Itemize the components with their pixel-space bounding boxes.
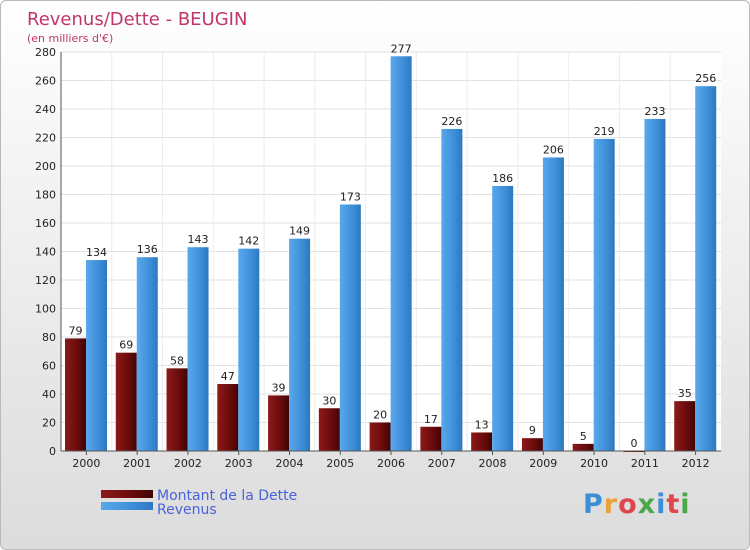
data-label-revenus: 206 (543, 143, 564, 156)
y-tick-label: 0 (49, 445, 56, 458)
proxiti-logo: Proxiti (583, 489, 691, 520)
bar-revenus (390, 56, 412, 452)
y-tick-label: 220 (35, 132, 56, 145)
data-label-revenus: 186 (492, 172, 513, 185)
bar-revenus (441, 128, 463, 451)
data-label-debt: 5 (580, 430, 587, 443)
logo-letter: i (680, 489, 691, 520)
legend-swatch-debt (101, 490, 153, 498)
bar-debt (268, 395, 290, 451)
x-tick-label: 2003 (225, 457, 253, 470)
bar-revenus (86, 260, 107, 451)
bar-debt (115, 352, 137, 451)
x-tick-label: 2005 (326, 457, 354, 470)
bar-debt (217, 384, 239, 451)
x-tick-label: 2011 (631, 457, 659, 470)
bars: 79 134 69 136 58 143 47 142 39 149 30 173 20 277 17 226… (65, 42, 717, 452)
y-tick-label: 280 (35, 46, 56, 59)
legend-label-debt: Montant de la Dette (157, 488, 297, 504)
legend-swatch-revenus (101, 502, 153, 510)
data-label-debt: 9 (529, 424, 536, 437)
bar-revenus (542, 157, 564, 451)
axes: 0204060801001201401601802002202402602802… (35, 46, 721, 470)
chart-title: Revenus/Dette - BEUGIN (27, 9, 247, 30)
data-label-debt: 39 (272, 381, 286, 394)
bar-revenus (695, 86, 717, 451)
x-tick-label: 2001 (123, 457, 151, 470)
bar-revenus (187, 247, 209, 451)
x-tick-label: 2009 (529, 457, 557, 470)
data-label-revenus: 173 (340, 190, 361, 203)
data-label-debt: 79 (69, 324, 83, 337)
x-tick-label: 2006 (377, 457, 405, 470)
bar-debt (65, 338, 86, 451)
x-tick-label: 2004 (275, 457, 303, 470)
y-tick-label: 240 (35, 103, 56, 116)
bar-revenus (238, 248, 260, 451)
logo-letter: t (666, 489, 681, 520)
data-label-debt: 0 (630, 437, 637, 450)
bar-revenus (492, 185, 514, 451)
data-label-revenus: 256 (695, 72, 716, 85)
x-tick-label: 2008 (479, 457, 507, 470)
data-label-debt: 20 (373, 409, 387, 422)
data-label-revenus: 219 (594, 125, 615, 138)
data-label-revenus: 134 (86, 246, 107, 259)
bar-debt (572, 443, 594, 451)
logo-letter: o (618, 489, 638, 520)
bar-revenus (289, 238, 311, 451)
data-label-debt: 35 (678, 387, 692, 400)
y-tick-label: 20 (42, 417, 56, 430)
bar-revenus (136, 257, 158, 451)
data-label-debt: 30 (322, 394, 336, 407)
y-tick-label: 100 (35, 303, 56, 316)
bar-debt (369, 422, 391, 451)
y-tick-label: 120 (35, 274, 56, 287)
logo-letter: i (656, 489, 667, 520)
bar-revenus (339, 204, 361, 451)
data-label-debt: 58 (170, 354, 184, 367)
data-label-revenus: 136 (137, 243, 158, 256)
bar-debt (471, 432, 493, 451)
bar-revenus (644, 118, 666, 451)
data-label-revenus: 226 (441, 115, 462, 128)
x-tick-label: 2002 (174, 457, 202, 470)
data-label-debt: 47 (221, 370, 235, 383)
logo-letter: r (603, 489, 619, 520)
y-tick-label: 140 (35, 246, 56, 259)
x-tick-label: 2007 (428, 457, 456, 470)
bar-debt (166, 368, 188, 451)
x-tick-label: 2012 (682, 457, 710, 470)
y-tick-label: 60 (42, 360, 56, 373)
data-label-debt: 69 (119, 339, 133, 352)
legend-label-revenus: Revenus (157, 502, 217, 518)
y-tick-label: 80 (42, 331, 56, 344)
bar-revenus (593, 138, 615, 452)
bar-debt (420, 426, 442, 451)
x-tick-label: 2010 (580, 457, 608, 470)
y-tick-label: 200 (35, 160, 56, 173)
logo-letter: x (637, 489, 657, 520)
bar-debt (521, 438, 543, 451)
data-label-revenus: 149 (289, 225, 310, 238)
data-label-revenus: 277 (391, 42, 412, 55)
y-tick-label: 180 (35, 189, 56, 202)
chart-subtitle: (en milliers d'€) (27, 32, 113, 45)
x-tick-label: 2000 (72, 457, 100, 470)
data-label-debt: 13 (475, 418, 489, 431)
y-tick-label: 260 (35, 75, 56, 88)
bar-debt (318, 408, 340, 451)
data-label-revenus: 142 (238, 235, 259, 248)
logo-letter: P (583, 489, 604, 520)
y-tick-label: 40 (42, 388, 56, 401)
bar-debt (674, 401, 696, 451)
data-label-revenus: 233 (644, 105, 665, 118)
data-label-revenus: 143 (188, 233, 209, 246)
legend: Montant de la Dette Revenus (101, 488, 297, 518)
data-label-debt: 17 (424, 413, 438, 426)
y-tick-label: 160 (35, 217, 56, 230)
